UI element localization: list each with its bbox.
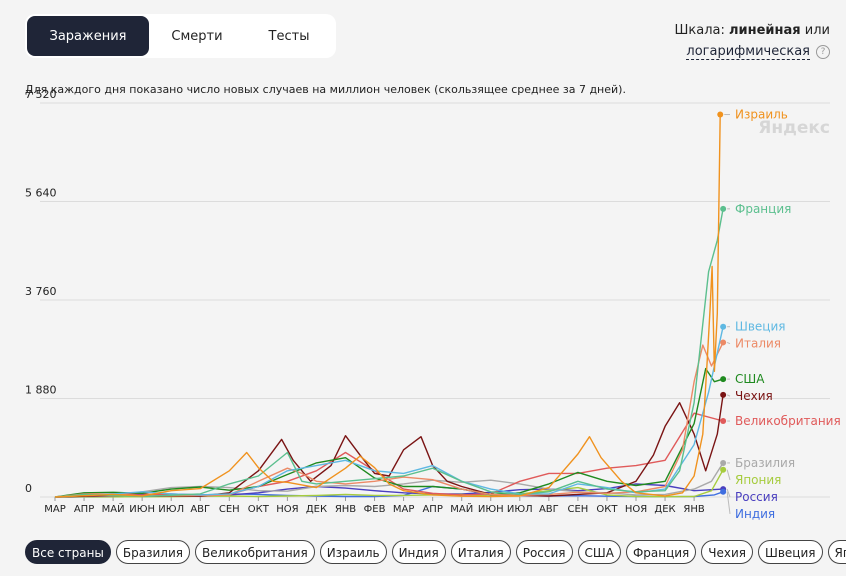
x-tick-label: ИЮЛ [507, 504, 533, 515]
filter-chip[interactable]: Швеция [758, 540, 823, 564]
tab-infections[interactable]: Заражения [27, 16, 149, 56]
filter-chip[interactable]: Все страны [25, 540, 111, 564]
tab-deaths[interactable]: Смерти [171, 28, 223, 44]
series-end-point[interactable] [717, 111, 724, 118]
y-tick-label: 7 520 [25, 88, 57, 101]
x-tick-label: АВГ [539, 504, 559, 515]
x-tick-label: АВГ [190, 504, 210, 515]
y-tick-label: 0 [25, 482, 32, 495]
watermark: Яндекс [758, 118, 830, 138]
tab-tests[interactable]: Тесты [268, 28, 310, 44]
x-tick-label: ДЕК [654, 504, 675, 515]
filter-chip[interactable]: Индия [391, 540, 446, 564]
x-tick-label: ДЕК [306, 504, 327, 515]
x-tick-label: ИЮН [129, 504, 155, 515]
scale-prefix: Шкала: [674, 23, 725, 38]
label-leader [726, 394, 731, 397]
x-tick-label: ОКТ [596, 504, 618, 515]
series-line [54, 326, 724, 498]
y-tick-label: 3 760 [25, 285, 57, 298]
series-end-point[interactable] [720, 323, 727, 330]
scale-or: или [804, 23, 830, 38]
x-tick-label: ЯНВ [683, 504, 704, 515]
x-tick-label: ОКТ [248, 504, 270, 515]
scale-log-link[interactable]: логарифмическая [686, 44, 810, 60]
label-leader [726, 341, 731, 345]
filter-chip[interactable]: Япония [827, 540, 846, 564]
series-line [54, 208, 724, 498]
series-label[interactable]: Япония [735, 473, 781, 487]
filter-chip[interactable]: Великобритания [194, 540, 315, 564]
filter-chip[interactable]: Франция [625, 540, 697, 564]
scale-linear[interactable]: линейная [729, 23, 801, 38]
x-tick-label: СЕН [567, 504, 588, 515]
label-leader [726, 488, 731, 498]
filter-chip[interactable]: США [577, 540, 621, 564]
chart-subtitle: Для каждого дня показано число новых слу… [25, 83, 626, 96]
series-label[interactable]: Чехия [735, 389, 773, 403]
series-label[interactable]: Бразилия [735, 456, 795, 470]
x-tick-label: ЯНВ [335, 504, 356, 515]
filter-chip[interactable]: Израиль [319, 540, 387, 564]
series-end-point[interactable] [720, 418, 727, 425]
y-tick-label: 5 640 [25, 187, 57, 200]
series-line [54, 114, 721, 498]
series-end-point[interactable] [720, 459, 727, 466]
country-filters: Все страны Бразилия Великобритания Израиль И… [25, 540, 846, 564]
x-tick-label: СЕН [219, 504, 240, 515]
series-line [54, 394, 724, 498]
scale-selector: Шкала: линейная или логарифмическая? [674, 20, 830, 62]
series-end-point[interactable] [720, 205, 727, 212]
x-tick-label: ФЕВ [364, 504, 386, 515]
series-line [54, 367, 724, 498]
series-line [54, 342, 724, 498]
series-label[interactable]: Франция [735, 202, 791, 216]
help-icon[interactable]: ? [816, 44, 830, 59]
series-label[interactable]: США [735, 372, 765, 386]
x-tick-label: МАЙ [102, 502, 125, 515]
x-tick-label: ИЮЛ [158, 504, 184, 515]
x-tick-label: НОЯ [276, 504, 298, 515]
filter-chip[interactable]: Чехия [701, 540, 754, 564]
x-tick-label: НОЯ [625, 504, 647, 515]
series-label[interactable]: Швеция [735, 320, 785, 334]
series-end-point[interactable] [720, 466, 727, 473]
filter-chip[interactable]: Россия [515, 540, 573, 564]
series-end-point[interactable] [720, 339, 727, 346]
x-tick-label: ИЮН [478, 504, 504, 515]
line-chart: Яндекс 0 1 880 3 760 5 640 7 520 МАР АПР МАЙ ИЮН… [25, 88, 841, 521]
x-tick-label: АПР [422, 504, 442, 515]
metric-tabs: Заражения Смерти Тесты [25, 14, 336, 58]
filter-chip[interactable]: Бразилия [115, 540, 190, 564]
label-leader [726, 469, 731, 481]
filter-chip[interactable]: Италия [450, 540, 511, 564]
x-tick-label: АПР [74, 504, 94, 515]
y-tick-label: 1 880 [25, 384, 57, 397]
label-leader [726, 491, 731, 515]
x-tick-label: МАР [393, 504, 415, 515]
x-tick-label: МАЙ [450, 502, 473, 515]
x-tick-label: МАР [44, 504, 66, 515]
series-end-point[interactable] [720, 488, 727, 495]
series-end-point[interactable] [720, 376, 727, 383]
series-label[interactable]: Индия [735, 507, 775, 521]
series-label[interactable]: Италия [735, 337, 781, 351]
series-label[interactable]: Израиль [735, 108, 788, 122]
series-end-point[interactable] [720, 391, 727, 398]
series-label[interactable]: Великобритания [735, 414, 841, 428]
series-label[interactable]: Россия [735, 490, 778, 504]
